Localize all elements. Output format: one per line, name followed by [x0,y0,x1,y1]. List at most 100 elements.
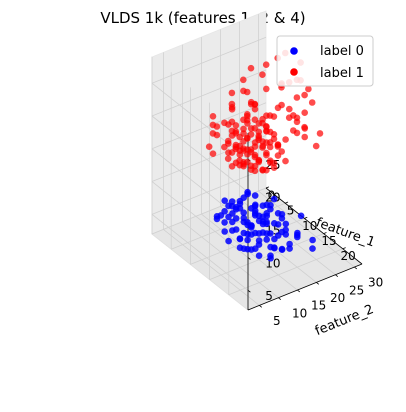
data-point-label-1 [263,166,270,174]
data-point-label-1 [259,119,266,127]
data-point-label-1 [301,109,309,116]
data-point-label-1 [286,105,293,113]
data-point-label-0 [282,220,290,228]
data-point-label-0 [271,220,278,227]
y-tick-label: 20 [330,291,345,305]
data-point-label-0 [248,231,255,238]
data-point-label-1 [263,139,270,146]
data-point-label-1 [301,133,309,141]
legend-box [276,35,374,87]
data-point-label-0 [267,205,274,213]
data-point-label-1 [221,143,228,151]
data-point-label-1 [290,112,297,119]
data-point-label-1 [263,85,270,93]
data-point-label-0 [236,235,244,242]
z-gridline-left [151,214,249,291]
data-point-label-1 [244,111,251,118]
data-point-label-1 [232,159,240,167]
data-point-label-0 [286,245,293,252]
data-point-label-0 [263,236,271,243]
data-point-label-0 [271,244,278,252]
data-point-label-1 [312,142,320,150]
data-point-label-0 [309,236,316,244]
y-tick-mark [278,297,282,300]
data-point-label-1 [274,141,282,149]
data-point-label-1 [209,121,217,129]
z-gridline-left [151,115,249,193]
data-point-label-0 [286,240,293,248]
z-gridline-right [151,135,267,182]
data-point-label-1 [305,85,312,93]
data-point-label-0 [228,202,236,210]
x-tick-mark [285,201,289,204]
z-gridline-right [151,102,267,150]
data-point-label-0 [213,213,221,220]
x-tick-mark [265,186,269,189]
z-gridline-right [151,69,267,117]
z-tick-mark [247,257,251,260]
data-point-label-1 [278,148,286,155]
data-point-label-1 [316,130,324,137]
data-point-label-0 [232,226,240,233]
data-point-label-0 [263,212,271,220]
data-point-label-0 [271,235,278,243]
x-tick-mark [304,216,308,219]
data-point-label-0 [263,230,271,237]
data-point-label-1 [266,143,274,151]
x-tick-label: 10 [302,219,317,233]
x-tick-label: 0 [268,188,276,202]
data-point-label-0 [278,211,286,218]
data-point-label-1 [236,142,244,150]
data-point-label-1 [255,136,262,144]
z-tick-label: 5 [265,289,273,303]
data-point-label-1 [247,146,255,153]
data-point-label-1 [301,125,309,132]
data-point-label-1 [263,151,270,159]
y-gridline-floor [182,221,279,299]
data-point-label-1 [228,100,236,108]
data-point-label-1 [209,113,217,120]
data-point-label-0 [278,245,286,253]
y-tick-label: 25 [349,283,364,297]
x-axis-line [265,187,363,265]
data-point-label-0 [294,229,301,237]
data-point-label-0 [282,226,290,234]
data-point-label-1 [205,143,213,150]
x-tick-label: 5 [287,204,295,218]
x-tick-label: 15 [321,234,336,248]
data-point-label-1 [270,135,278,143]
y-tick-mark [316,282,320,285]
z-gridline-right [151,167,267,215]
legend-marker-label-0 [290,47,298,55]
data-point-label-1 [240,138,247,145]
y-gridline-floor [258,190,355,268]
y-tick-label: 10 [292,306,307,320]
data-point-label-0 [240,214,248,222]
data-point-label-0 [255,252,263,259]
data-point-label-1 [259,144,266,151]
data-point-label-1 [308,99,316,106]
z-gridline-left [151,82,249,160]
data-point-label-0 [240,209,247,216]
data-point-label-1 [274,104,282,112]
z-gridline-right [151,36,267,84]
data-point-label-1 [228,89,236,97]
legend: label 0 label 1 [276,35,374,87]
data-point-label-1 [224,155,232,162]
data-point-label-0 [270,195,278,203]
legend-label-1: label 1 [320,66,364,81]
data-point-label-0 [229,210,236,217]
legend-marker-label-1 [290,68,298,76]
data-point-label-1 [262,61,270,68]
data-point-label-0 [248,224,255,231]
data-point-label-1 [251,125,259,132]
data-point-label-1 [270,159,278,167]
data-point-label-1 [244,120,251,127]
y-axis-line [247,263,363,311]
data-point-label-1 [259,71,266,78]
data-point-label-0 [309,245,316,252]
data-point-label-1 [301,91,308,99]
data-point-label-1 [255,158,262,166]
data-point-label-0 [244,236,251,244]
